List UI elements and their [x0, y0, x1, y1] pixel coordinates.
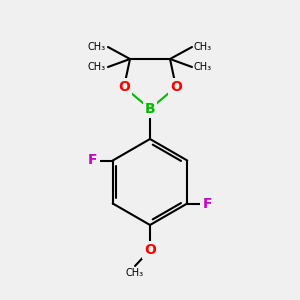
Text: CH₃: CH₃: [194, 42, 212, 52]
Text: CH₃: CH₃: [126, 268, 144, 278]
Text: F: F: [88, 154, 98, 167]
Text: CH₃: CH₃: [194, 62, 212, 72]
Text: F: F: [202, 196, 212, 211]
Text: O: O: [118, 80, 130, 94]
Text: O: O: [144, 243, 156, 257]
Text: CH₃: CH₃: [88, 62, 106, 72]
Text: B: B: [145, 102, 155, 116]
Text: O: O: [170, 80, 182, 94]
Text: CH₃: CH₃: [88, 42, 106, 52]
